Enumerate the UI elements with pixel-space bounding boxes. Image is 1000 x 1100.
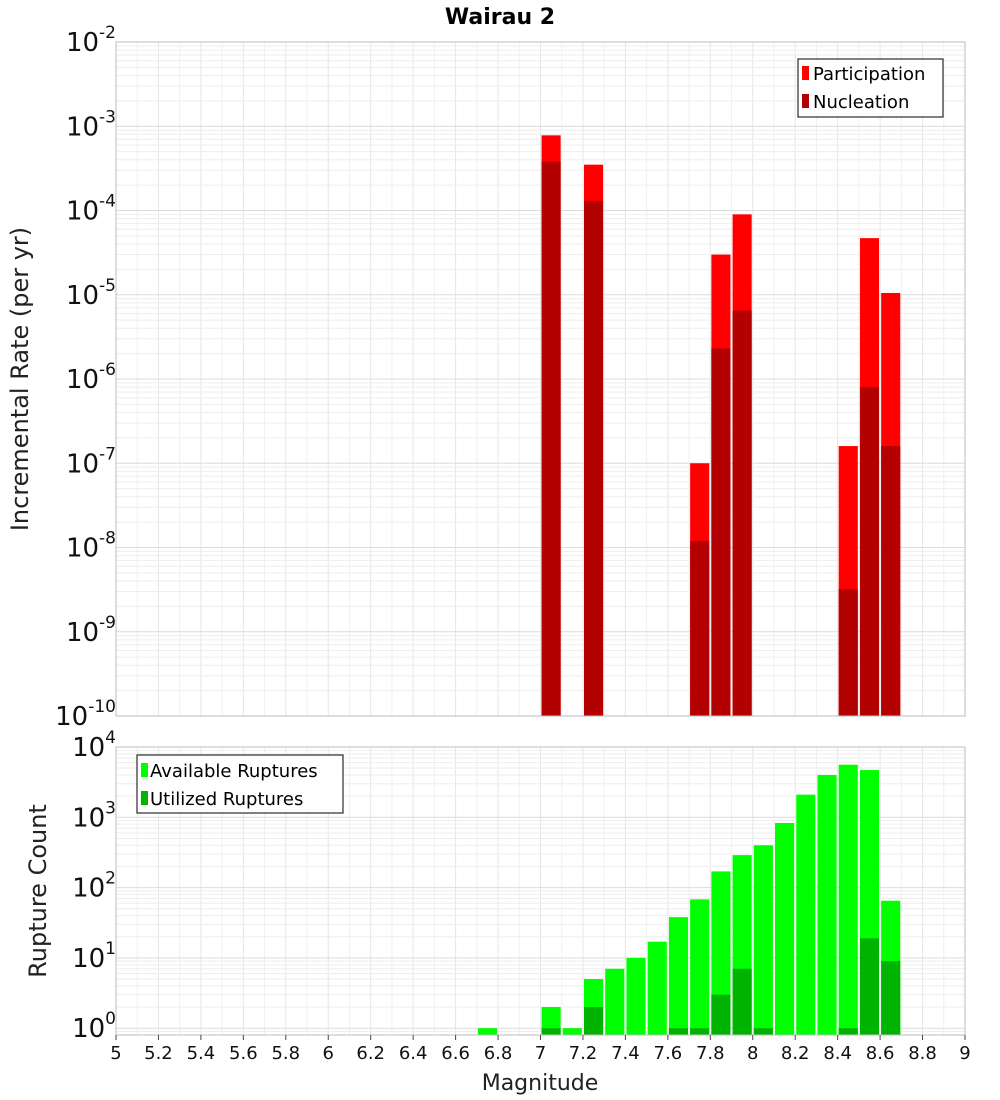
rate-bar-b [541,161,561,717]
count-y-axis-label: Rupture Count [24,804,52,978]
rate-y-axis-label: Incremental Rate (per yr) [6,227,34,531]
magnitude-x-ticks: 5 5.2 5.4 5.6 5.8 6 6.2 6.4 6.6 6.8 7 7.2 7.4 7.6 7.8 8… [110,1035,971,1064]
x-tick-label: 6.8 [484,1043,513,1064]
legend-swatch-available [141,763,148,777]
legend-label-participation: Participation [813,64,925,85]
rate-plot-bars [541,135,901,717]
x-tick-label: 8.6 [866,1043,895,1064]
rate-legend: Participation Nucleation [797,58,944,118]
y-tick-label: 10-6 [66,360,116,395]
x-tick-label: 5.4 [187,1043,216,1064]
count-bar-b [881,961,901,1035]
rate-bar-b [838,589,858,716]
x-tick-label: 6.4 [399,1043,428,1064]
count-bar-a [753,845,773,1035]
count-bar-b [753,1028,773,1035]
rate-bar-b [584,200,604,716]
y-tick-label: 104 [72,728,116,763]
count-bar-a [796,794,816,1035]
count-legend-box [136,754,344,814]
rate-legend-box [797,58,944,118]
count-bar-a [668,917,689,1035]
legend-label-utilized: Utilized Ruptures [150,789,303,810]
count-bar-b [584,1007,604,1035]
legend-label-available: Available Ruptures [150,761,318,782]
count-bar-a [838,764,858,1035]
y-tick-label: 10-5 [66,276,116,311]
rate-plot-grid [115,41,966,717]
count-bar-a [690,899,710,1035]
x-tick-label: 5 [110,1043,121,1064]
rate-bar-b [859,387,880,716]
chart-title: Wairau 2 [445,5,555,30]
x-tick-label: 6.2 [356,1043,385,1064]
count-bar-a [541,1007,561,1035]
rate-bar-b [881,446,901,716]
count-plot: 100 101 102 103 104 5 5.2 5.4 5.6 5.8 6 6.2 6.4 6.6 6… [24,728,971,1096]
count-bar-a [817,774,837,1035]
x-tick-label: 6 [323,1043,334,1064]
count-bar-b [732,968,752,1035]
y-tick-label: 10-9 [66,613,116,648]
x-tick-label: 7 [535,1043,546,1064]
legend-label-nucleation: Nucleation [813,92,909,113]
count-bar-b [668,1028,689,1035]
x-tick-label: 8.4 [823,1043,852,1064]
legend-swatch-participation [802,66,809,80]
rate-plot-frame [115,41,966,717]
rate-bar-b [690,540,710,716]
y-tick-label: 10-8 [66,529,116,564]
rate-plot: 10-10 10-9 10-8 10-7 10-6 10-5 10-4 10-3 10-2 In… [6,23,966,732]
y-tick-label: 10-4 [66,192,116,227]
count-bar-a [562,1028,582,1035]
y-tick-label: 10-10 [55,697,116,732]
count-bar-a [647,941,667,1035]
y-tick-label: 103 [72,798,116,833]
count-bar-b [859,938,880,1035]
x-tick-label: 5.8 [271,1043,300,1064]
x-tick-label: 6.6 [441,1043,470,1064]
y-tick-label: 102 [72,869,116,904]
y-tick-label: 101 [72,939,116,974]
x-tick-label: 7.6 [654,1043,683,1064]
x-tick-label: 9 [959,1043,970,1064]
y-tick-label: 10-2 [66,23,116,58]
count-y-ticks: 100 101 102 103 104 [72,728,116,1044]
y-tick-label: 10-3 [66,107,116,142]
count-bar-a [775,822,795,1035]
count-plot-bars [477,764,901,1035]
x-tick-label: 5.6 [229,1043,258,1064]
x-tick-label: 8.2 [781,1043,810,1064]
count-bar-a [605,968,625,1035]
count-bar-a [711,871,731,1035]
count-bar-b [838,1028,858,1035]
x-tick-label: 8 [747,1043,758,1064]
legend-swatch-nucleation [802,94,809,108]
x-axis-label: Magnitude [482,1071,599,1096]
rate-bar-b [732,310,752,716]
count-bar-b [711,994,731,1035]
count-bar-a [477,1028,497,1035]
count-legend: Available Ruptures Utilized Ruptures [136,754,344,814]
count-bar-a [626,957,646,1035]
x-tick-label: 7.4 [611,1043,640,1064]
count-bar-b [541,1028,561,1035]
x-tick-label: 5.2 [144,1043,173,1064]
rate-y-ticks: 10-10 10-9 10-8 10-7 10-6 10-5 10-4 10-3 10-2 [55,23,116,732]
rate-bar-b [711,348,731,716]
x-tick-label: 8.8 [908,1043,937,1064]
legend-swatch-utilized [141,791,148,805]
x-tick-label: 7.2 [569,1043,598,1064]
y-tick-label: 10-7 [66,444,116,479]
x-tick-label: 7.8 [696,1043,725,1064]
count-bar-b [690,1028,710,1035]
y-tick-label: 100 [72,1009,116,1044]
